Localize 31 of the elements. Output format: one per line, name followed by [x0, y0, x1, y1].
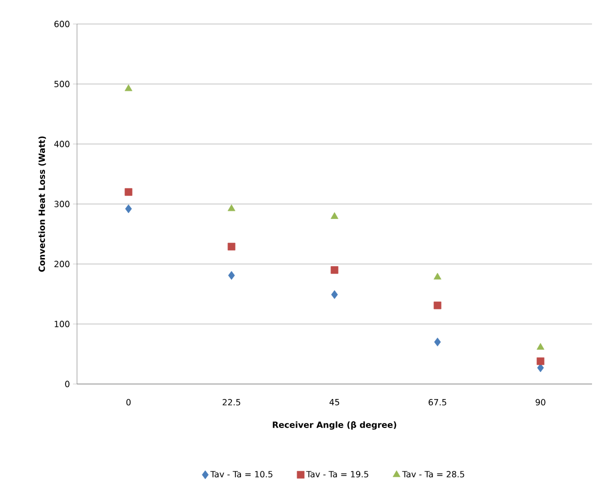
- x-tick-label: 67.5: [428, 399, 446, 406]
- point: [124, 188, 132, 196]
- point: [125, 204, 132, 214]
- point: [536, 343, 544, 350]
- x-tick-label: 0: [126, 399, 131, 406]
- y-axis-title: Convection Heat Loss (Watt): [38, 136, 46, 272]
- y-tick-label: 0: [65, 380, 70, 388]
- point: [434, 302, 442, 310]
- x-axis-title: Receiver Angle (β degree): [272, 421, 396, 430]
- y-tick-label: 100: [54, 320, 70, 328]
- point: [124, 84, 132, 92]
- y-tick-label: 400: [54, 140, 70, 148]
- point: [330, 212, 338, 219]
- x-tick-label: 45: [330, 399, 340, 406]
- point: [331, 290, 338, 299]
- y-tick-label: 300: [54, 200, 70, 208]
- y-tick-label: 600: [54, 20, 70, 28]
- legend-label: Tav - Ta = 19.5: [306, 470, 368, 478]
- point: [434, 338, 441, 346]
- y-tick-label: 500: [54, 80, 70, 88]
- legend-label: Tav - Ta = 10.5: [210, 470, 272, 478]
- point: [228, 204, 236, 212]
- x-tick-label: 22.5: [222, 399, 240, 406]
- point: [536, 357, 544, 365]
- legend-label: Tav - Ta = 28.5: [402, 470, 464, 478]
- y-tick-label: 200: [54, 260, 70, 268]
- x-tick-label: 90: [536, 399, 546, 406]
- point: [330, 266, 338, 274]
- point: [434, 272, 442, 280]
- point: [228, 242, 236, 250]
- point: [228, 271, 235, 280]
